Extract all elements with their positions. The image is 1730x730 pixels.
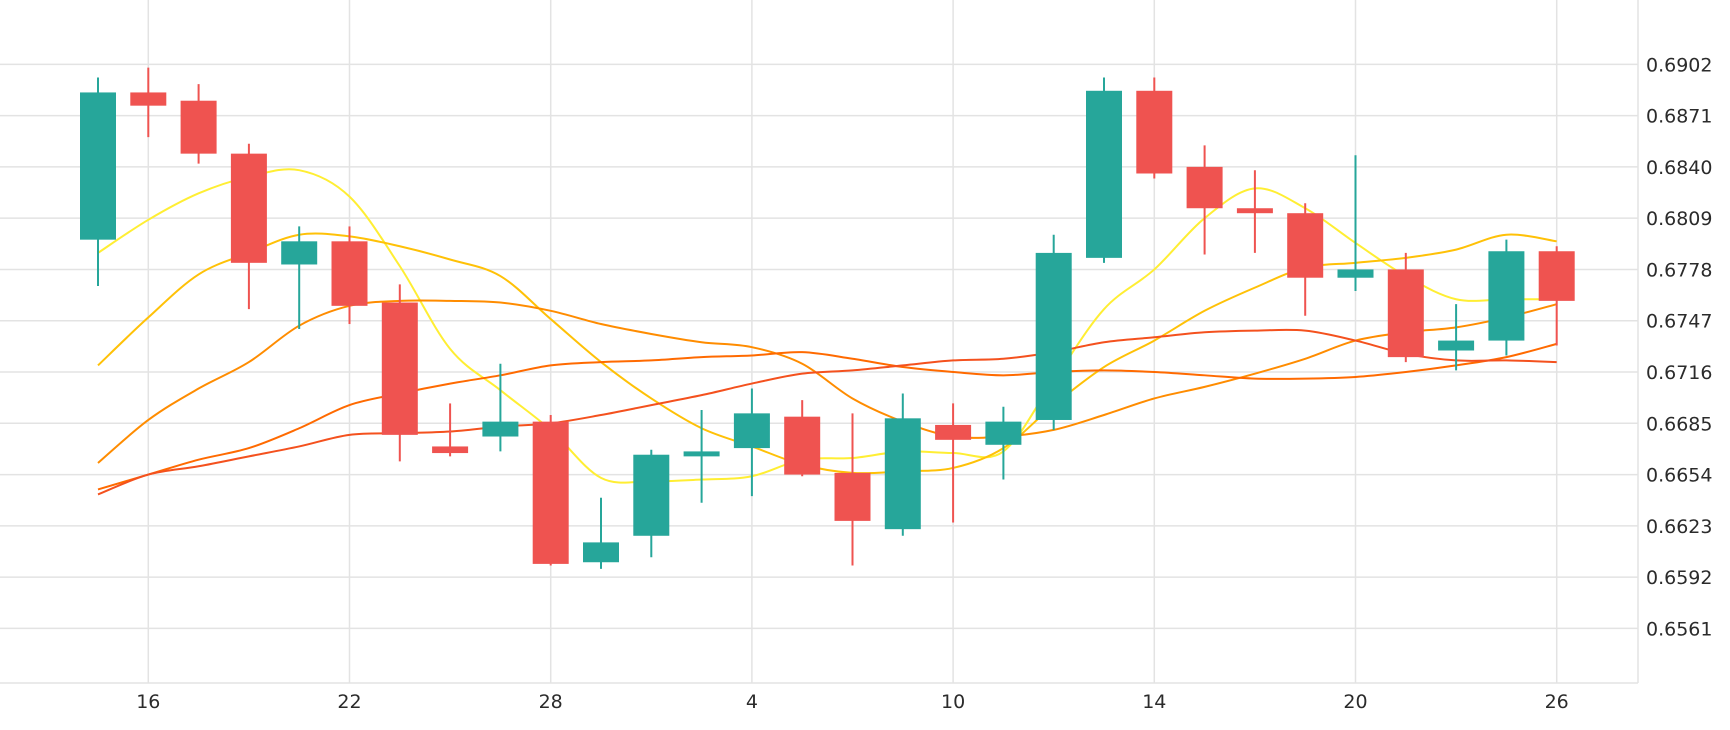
ma-line-1 bbox=[97, 168, 1557, 484]
y-tick-label: 0.6840 bbox=[1646, 157, 1712, 179]
x-tick-label: 22 bbox=[337, 691, 361, 713]
candle-body bbox=[1236, 208, 1273, 214]
candle-body bbox=[1438, 340, 1475, 351]
y-tick-label: 0.6778 bbox=[1646, 259, 1712, 281]
candle-body bbox=[1035, 252, 1072, 420]
candle-body bbox=[1387, 269, 1424, 358]
candle bbox=[381, 284, 418, 462]
candle bbox=[633, 449, 670, 558]
y-tick-label: 0.6809 bbox=[1646, 208, 1712, 230]
candle bbox=[1387, 252, 1424, 363]
y-tick-label: 0.6561 bbox=[1646, 618, 1712, 640]
candle bbox=[1186, 145, 1223, 255]
ma-line-4 bbox=[97, 342, 1557, 491]
candle-body bbox=[1337, 269, 1374, 278]
candle bbox=[331, 226, 368, 325]
candle bbox=[482, 363, 519, 452]
candle-body bbox=[633, 454, 670, 536]
ma-line-5 bbox=[97, 328, 1557, 496]
candle-body bbox=[230, 153, 267, 263]
candle-body bbox=[1287, 213, 1324, 278]
candle bbox=[1538, 246, 1575, 346]
x-tick-label: 14 bbox=[1142, 691, 1166, 713]
candle-body bbox=[432, 446, 469, 454]
candle bbox=[1236, 170, 1273, 253]
x-tick-label: 4 bbox=[746, 691, 758, 713]
y-tick-label: 0.6592 bbox=[1646, 567, 1712, 589]
candle-body bbox=[281, 241, 318, 265]
candle-body bbox=[532, 421, 569, 564]
candle-body bbox=[935, 424, 972, 440]
candle-body bbox=[784, 416, 821, 475]
candle-body bbox=[1136, 90, 1173, 174]
candle bbox=[935, 403, 972, 523]
y-tick-label: 0.6747 bbox=[1646, 311, 1712, 333]
x-tick-label: 28 bbox=[539, 691, 563, 713]
candle bbox=[834, 413, 871, 566]
candle-body bbox=[985, 421, 1022, 445]
y-tick-label: 0.6654 bbox=[1646, 465, 1712, 487]
candle bbox=[180, 84, 217, 164]
candle-body bbox=[381, 302, 418, 435]
candle bbox=[985, 406, 1022, 480]
candle bbox=[1488, 239, 1525, 356]
candle-body bbox=[331, 241, 368, 306]
candle bbox=[1438, 304, 1475, 371]
candle bbox=[230, 143, 267, 310]
x-tick-label: 10 bbox=[941, 691, 965, 713]
x-tick-label: 16 bbox=[136, 691, 160, 713]
candle-body bbox=[884, 418, 921, 530]
candle bbox=[583, 497, 619, 569]
candle bbox=[683, 410, 720, 503]
ma-line-3 bbox=[97, 299, 1557, 464]
candle-body bbox=[482, 421, 519, 437]
y-tick-label: 0.6623 bbox=[1646, 516, 1712, 538]
y-tick-label: 0.6871 bbox=[1646, 106, 1712, 128]
candle bbox=[1337, 155, 1374, 291]
candle bbox=[733, 388, 770, 497]
candle-body bbox=[1086, 90, 1122, 258]
x-tick-label: 26 bbox=[1545, 691, 1569, 713]
candles bbox=[80, 67, 1575, 569]
candle-body bbox=[583, 542, 619, 563]
axes: 0.6902 0.6871 0.6840 0.6809 0.6778 0.6747 0.67… bbox=[0, 0, 1712, 713]
candle bbox=[1136, 77, 1173, 179]
x-tick-label: 20 bbox=[1343, 691, 1367, 713]
candle bbox=[884, 393, 921, 536]
candle bbox=[532, 415, 569, 566]
candle-body bbox=[1186, 166, 1223, 209]
candle-body bbox=[180, 100, 217, 154]
candle-body bbox=[130, 92, 167, 106]
candle-body bbox=[1488, 251, 1525, 341]
candle bbox=[130, 67, 167, 138]
candle bbox=[784, 400, 821, 477]
y-tick-label: 0.6685 bbox=[1646, 413, 1712, 435]
candle-body bbox=[683, 451, 720, 457]
y-tick-label: 0.6902 bbox=[1646, 54, 1712, 76]
candle-body bbox=[1538, 251, 1575, 301]
candle-body bbox=[834, 472, 871, 521]
candle bbox=[1287, 203, 1324, 316]
candle-body bbox=[80, 92, 116, 240]
candle bbox=[281, 226, 318, 329]
candle bbox=[1086, 77, 1122, 263]
candle bbox=[432, 403, 469, 457]
candle bbox=[80, 77, 116, 286]
y-tick-label: 0.6716 bbox=[1646, 362, 1712, 384]
candle-body bbox=[733, 413, 770, 449]
candle bbox=[1035, 234, 1072, 430]
